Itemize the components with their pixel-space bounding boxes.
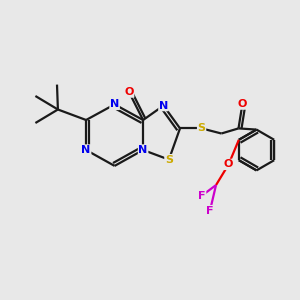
Text: S: S [165, 154, 173, 165]
Text: O: O [124, 87, 134, 97]
Text: N: N [159, 100, 168, 111]
Text: S: S [198, 123, 206, 134]
Text: F: F [198, 190, 206, 201]
Text: F: F [206, 206, 214, 216]
Text: O: O [238, 99, 247, 109]
Text: N: N [82, 145, 91, 155]
Text: N: N [110, 99, 119, 110]
Text: O: O [224, 159, 233, 170]
Text: N: N [139, 145, 148, 155]
